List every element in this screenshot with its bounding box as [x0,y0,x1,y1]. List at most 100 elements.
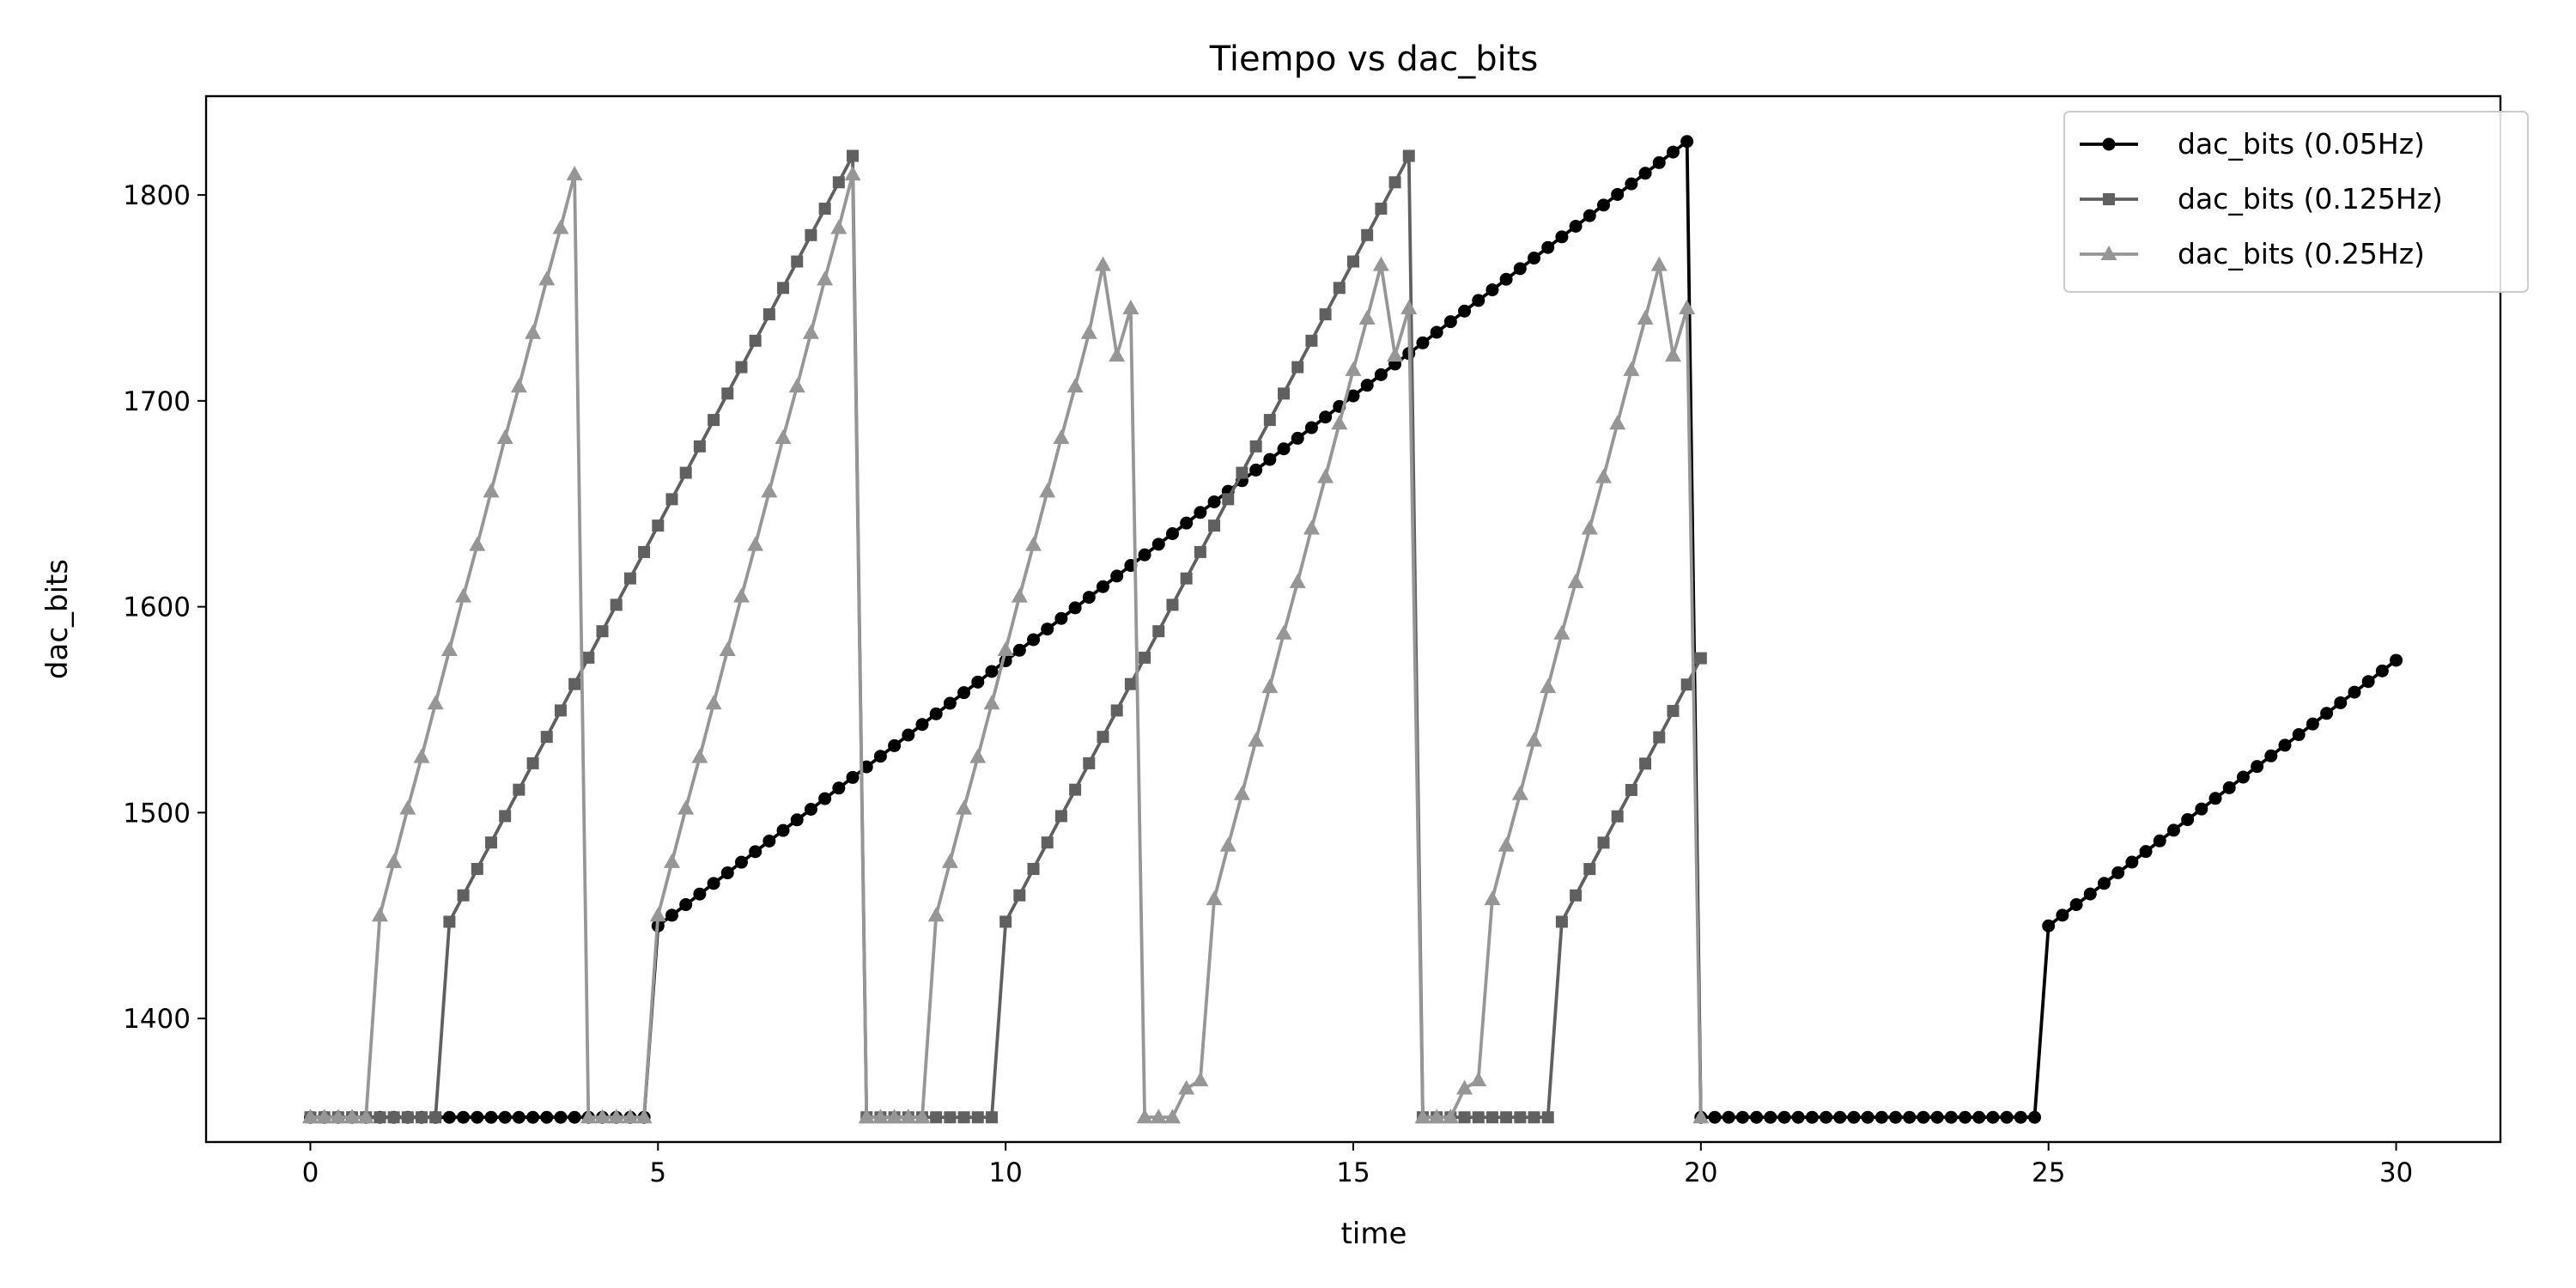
data-point [1694,652,1707,665]
data-point [635,1109,653,1124]
data-point [2153,834,2166,848]
data-point [1416,336,1430,349]
data-point [707,877,720,890]
data-point [1458,304,1472,318]
data-point [1528,1111,1540,1124]
data-point [1166,598,1179,611]
data-point [594,1109,611,1124]
data-point [510,378,527,393]
data-point [749,845,762,859]
data-point [623,572,636,585]
data-point [2361,675,2375,689]
data-point [1289,573,1306,588]
data-point [1261,678,1279,694]
data-point [622,1109,639,1124]
data-point [484,836,497,849]
data-point [596,625,609,638]
data-point [1124,677,1137,690]
data-point [1041,623,1054,636]
data-point [1291,361,1304,374]
data-point [1331,415,1348,430]
data-point [1278,387,1291,400]
data-point [1540,678,1557,694]
data-point [357,1109,374,1124]
data-point [2097,877,2111,890]
data-point [1820,1110,1833,1124]
x-tick-label: 10 [988,1157,1022,1188]
data-point [873,750,887,763]
data-point [1013,889,1026,902]
x-axis-label: time [1341,1217,1407,1251]
data-point [844,166,861,181]
data-point [969,748,987,763]
data-point [1472,294,1485,307]
data-point [457,889,470,902]
data-point [957,1111,970,1124]
data-point [1442,1109,1459,1124]
data-point [777,282,790,295]
data-point [1625,784,1637,797]
data-point [930,1111,943,1124]
data-point [1666,145,1680,159]
data-point [1291,431,1304,445]
data-point [2334,696,2348,709]
data-point [1152,625,1165,638]
y-axis-label: dac_bits [40,559,75,679]
data-point [1388,176,1401,189]
x-tick-label: 25 [2032,1157,2065,1188]
data-point [1053,429,1070,445]
data-point [1595,468,1612,483]
data-point [1623,361,1640,376]
data-point [1304,421,1318,434]
data-point [2042,919,2056,933]
data-point [496,429,513,445]
data-point [455,587,472,603]
data-point [471,862,483,875]
data-point [1680,678,1693,691]
data-point [732,587,750,603]
data-point [1652,155,1666,169]
data-point [1484,890,1501,906]
data-point [538,270,556,286]
data-point [1180,572,1193,585]
data-point [1122,299,1139,314]
data-point [1583,209,1596,222]
data-point [483,483,500,498]
series-3 [301,166,1710,1124]
data-point [2264,749,2278,762]
data-point [638,545,651,558]
data-point [846,770,860,784]
data-point [1692,1109,1710,1124]
data-point [512,1110,526,1124]
data-point [2292,728,2306,742]
data-point [1054,611,1068,625]
legend-box [2063,111,2529,293]
data-point [1679,299,1696,314]
data-point [2056,908,2069,922]
data-point [1470,1072,1487,1087]
data-point [301,1109,319,1124]
data-point [1611,810,1624,823]
data-point [1541,1111,1554,1124]
data-point [719,641,736,656]
data-point [1944,1110,1958,1124]
data-point [330,1109,347,1124]
data-point [1903,1110,1917,1124]
data-point [526,1110,540,1124]
data-point [1541,240,1555,254]
data-point [1345,361,1362,376]
data-point [693,440,706,453]
data-point [1791,1110,1805,1124]
data-point [1317,468,1334,483]
x-tick-label: 20 [1684,1157,1717,1188]
data-point [1402,149,1415,162]
data-point [1095,256,1112,271]
data-point [1222,493,1235,506]
data-point [1400,299,1418,314]
legend-marker [2102,137,2116,151]
data-point [999,915,1012,928]
data-point [832,176,845,189]
data-point [1163,1109,1181,1124]
legend-marker [2103,193,2115,205]
y-tick-label: 1500 [123,798,191,829]
